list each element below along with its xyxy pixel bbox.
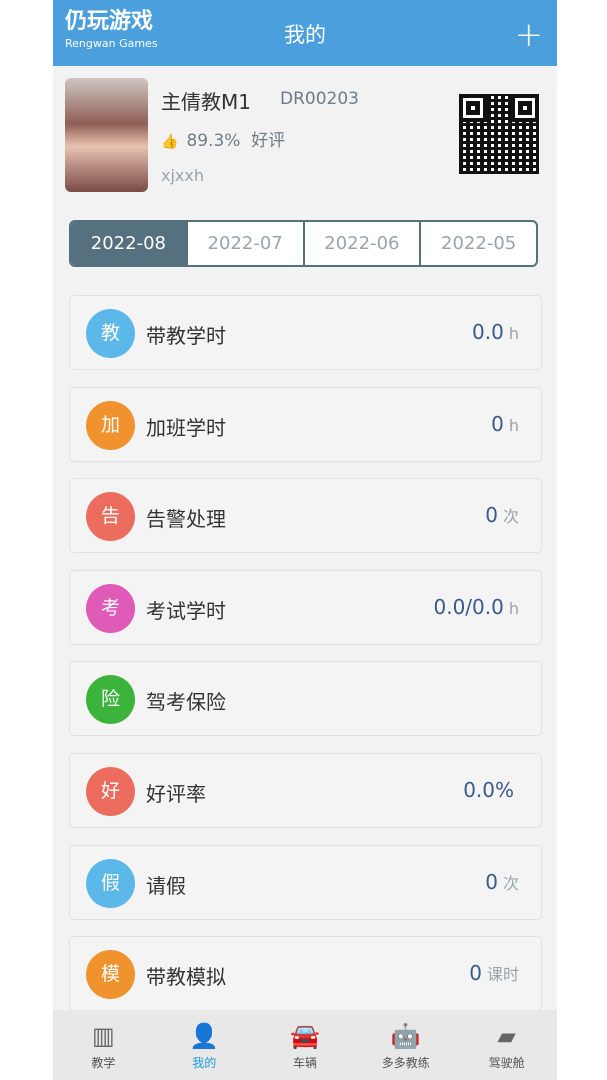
tab-label: 多多教练 [381, 1056, 430, 1070]
item-value [514, 686, 519, 710]
plus-icon[interactable]: + [514, 15, 544, 55]
coach-name: 主倩教M1 [161, 90, 251, 114]
watermark-sub: Rengwan Games [65, 37, 158, 50]
stat-item[interactable]: 好 好评率 0.0% [69, 753, 542, 828]
item-label: 带教学时 [146, 324, 226, 348]
item-label: 驾考保险 [146, 690, 226, 715]
tab-month[interactable]: 2022-07 [185, 222, 303, 265]
item-unit: 课时 [486, 965, 519, 985]
item-label: 好评率 [146, 782, 206, 806]
book-icon: ▥ [92, 1022, 115, 1050]
header: 我的 + 仍玩游戏 Rengwan Games [53, 0, 557, 66]
app: 我的 + 仍玩游戏 Rengwan Games 主倩教M1 DR00203 👍 89… [53, 0, 557, 1080]
coach-code: DR00203 [280, 89, 359, 109]
tab-label: 我的 [192, 1056, 217, 1070]
item-unit: h [508, 598, 519, 618]
avatar[interactable] [65, 78, 148, 192]
rating: 👍 89.3% 好评 [161, 126, 285, 151]
stat-item[interactable]: 模 带教模拟 0 课时 [69, 936, 542, 1012]
cockpit-icon: ▰ [497, 1022, 516, 1050]
item-badge-icon: 告 [86, 492, 135, 542]
rating-label: 好评 [251, 131, 286, 151]
username: xjxxh [161, 166, 204, 185]
item-badge-icon: 考 [86, 583, 135, 633]
robot-icon: 🤖 [390, 1022, 421, 1050]
watermark-text: 仍玩游戏 [65, 9, 154, 34]
watermark: 仍玩游戏 Rengwan Games [65, 8, 158, 52]
item-value: 0.0 h [472, 320, 519, 344]
tab-0[interactable]: ▥ 教学 [53, 1010, 154, 1080]
tab-month[interactable]: 2022-08 [71, 222, 186, 265]
item-unit: 次 [502, 873, 519, 893]
item-badge-icon: 假 [86, 858, 135, 908]
item-label: 请假 [146, 873, 186, 898]
item-value: 0 课时 [469, 961, 519, 986]
tab-4[interactable]: ▰ 驾驶舱 [456, 1010, 557, 1080]
page-title: 我的 [284, 23, 326, 47]
person-icon: 👤 [189, 1022, 220, 1050]
item-label: 考试学时 [146, 598, 226, 623]
item-value: 0.0% [463, 778, 514, 802]
item-label: 带教模拟 [146, 965, 226, 990]
tab-month[interactable]: 2022-06 [302, 222, 420, 265]
tab-1[interactable]: 👤 我的 [154, 1010, 255, 1080]
item-unit: h [508, 415, 519, 435]
bottom-tab-bar: ▥ 教学 👤 我的 🚘 车辆 🤖 多多教练 ▰ 驾驶舱 [53, 1010, 557, 1080]
tab-label: 驾驶舱 [488, 1056, 525, 1070]
car-icon: 🚘 [290, 1022, 320, 1050]
stat-item[interactable]: 险 驾考保险 [69, 661, 542, 737]
tab-label: 车辆 [292, 1056, 317, 1070]
item-badge-icon: 好 [86, 767, 135, 816]
item-badge-icon: 加 [86, 400, 135, 450]
tab-2[interactable]: 🚘 车辆 [255, 1010, 356, 1080]
item-badge-icon: 模 [86, 950, 135, 1000]
item-label: 加班学时 [146, 415, 226, 440]
stat-item[interactable]: 考 考试学时 0.0/0.0 h [69, 569, 542, 645]
item-badge-icon: 险 [86, 675, 135, 725]
item-unit: h [508, 324, 519, 343]
tab-label: 教学 [91, 1056, 116, 1070]
tab-month[interactable]: 2022-05 [419, 222, 536, 265]
item-badge-icon: 教 [86, 309, 135, 358]
thumb-up-icon: 👍 [161, 134, 179, 150]
profile: 主倩教M1 DR00203 👍 89.3% 好评 xjxxh [65, 78, 545, 192]
stat-item[interactable]: 教 带教学时 0.0 h [69, 295, 542, 370]
month-selector: 2022-08 2022-07 2022-06 2022-05 [69, 220, 538, 267]
tab-3[interactable]: 🤖 多多教练 [355, 1010, 456, 1080]
qr-code-icon[interactable] [459, 94, 539, 174]
item-value: 0.0/0.0 h [433, 594, 520, 619]
rating-value: 89.3% [186, 131, 241, 151]
item-label: 告警处理 [146, 507, 226, 532]
item-unit: 次 [502, 507, 519, 527]
